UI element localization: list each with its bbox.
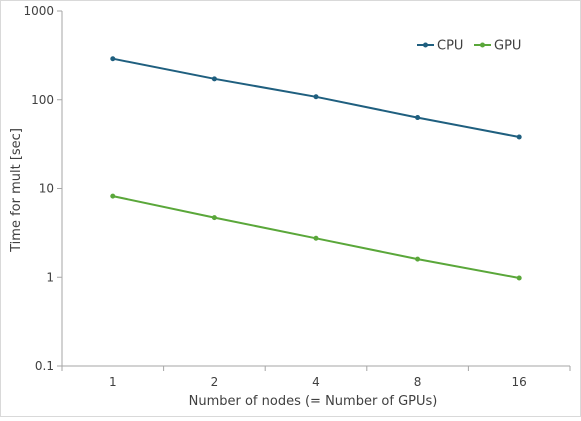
y-tick-label: 1000 (23, 4, 54, 18)
y-tick-label: 10 (39, 182, 54, 196)
y-axis-title: Time for mult [sec] (9, 128, 24, 253)
legend-label-gpu: GPU (494, 39, 521, 54)
data-point-cpu (516, 134, 522, 140)
data-point-gpu (211, 215, 217, 221)
y-tick-label: 0.1 (35, 359, 54, 373)
x-tick-label: 4 (312, 375, 320, 389)
data-point-gpu (110, 193, 116, 199)
y-tick-label: 1 (46, 270, 54, 284)
x-tick-label: 2 (211, 375, 219, 389)
data-point-cpu (110, 56, 116, 62)
legend-marker-gpu (480, 42, 485, 48)
x-tick-label: 1 (109, 375, 117, 389)
x-tick-label: 16 (512, 375, 527, 389)
data-point-gpu (313, 235, 319, 241)
data-point-gpu (415, 256, 421, 262)
data-point-cpu (415, 115, 421, 121)
x-axis-title: Number of nodes (= Number of GPUs) (189, 394, 438, 409)
legend-label-cpu: CPU (437, 39, 463, 54)
legend-marker-cpu (423, 42, 428, 48)
x-tick-label: 8 (414, 375, 422, 389)
data-point-cpu (211, 76, 217, 82)
y-tick-label: 100 (31, 93, 54, 107)
data-point-cpu (313, 94, 319, 100)
data-point-gpu (516, 275, 522, 281)
